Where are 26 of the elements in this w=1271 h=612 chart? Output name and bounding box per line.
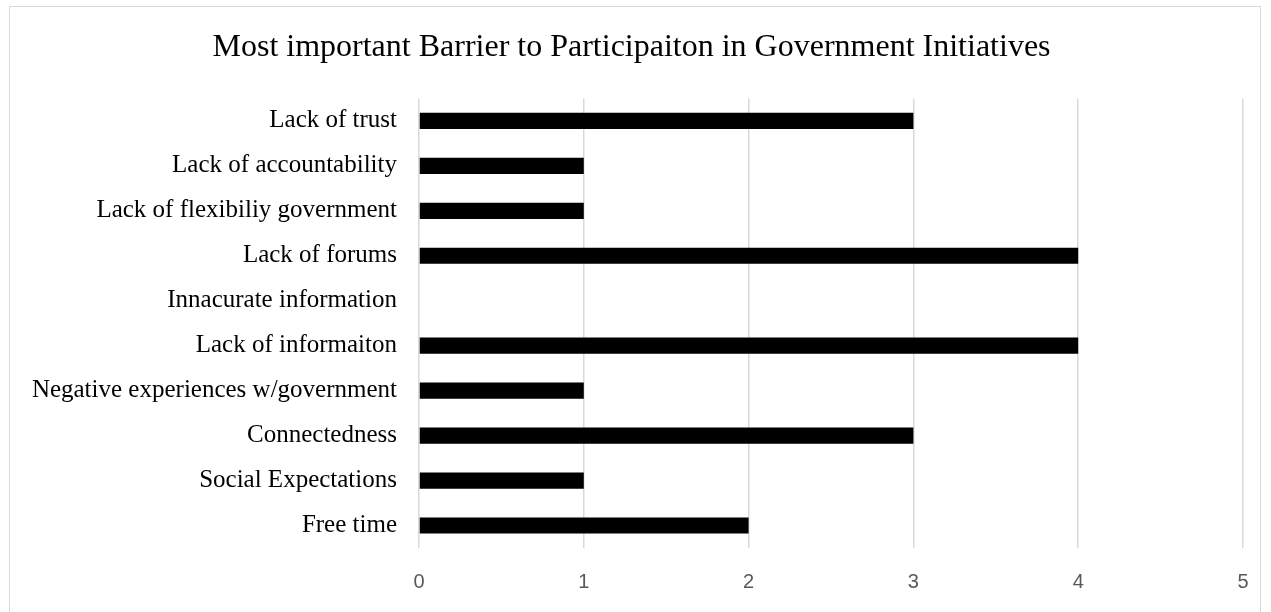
chart-title: Most important Barrier to Participaiton in Government Initiatives xyxy=(212,26,1051,63)
bar xyxy=(419,247,1079,264)
y-tick-label: Free time xyxy=(301,510,397,538)
bar xyxy=(419,112,914,129)
x-tick-label: 2 xyxy=(743,569,755,592)
x-tick-label: 5 xyxy=(1237,569,1249,592)
y-tick-label: Social Expectations xyxy=(199,465,397,493)
bar xyxy=(419,157,584,174)
y-tick-label: Lack of forums xyxy=(242,240,397,268)
y-tick-label: Lack of trust xyxy=(269,105,398,133)
bar xyxy=(419,337,1079,354)
y-tick-label: Connectedness xyxy=(247,420,397,448)
y-tick-label: Innacurate information xyxy=(167,285,398,313)
bar xyxy=(419,517,749,534)
bar xyxy=(419,382,584,399)
y-tick-label: Negative experiences w/government xyxy=(31,375,398,403)
y-tick-label: Lack of flexibiliy government xyxy=(96,195,398,223)
x-tick-label: 1 xyxy=(578,569,590,592)
bar xyxy=(419,472,584,489)
y-tick-label: Lack of accountability xyxy=(172,150,398,178)
x-tick-label: 4 xyxy=(1072,569,1084,592)
bar xyxy=(419,202,584,219)
y-tick-label: Lack of informaiton xyxy=(195,330,398,358)
x-tick-label: 3 xyxy=(907,569,919,592)
x-tick-label: 0 xyxy=(413,569,425,592)
bar xyxy=(419,427,914,444)
